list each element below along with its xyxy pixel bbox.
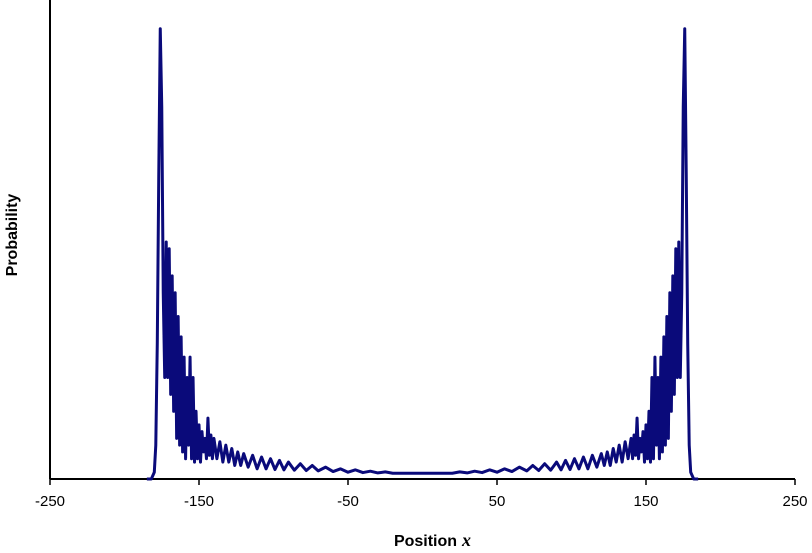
- x-axis-title-text: Position: [394, 533, 457, 550]
- x-ticks: [49, 479, 796, 485]
- x-tick-label: 250: [782, 493, 807, 510]
- x-axis-title: Position x: [394, 530, 471, 550]
- series-group: [146, 27, 699, 481]
- x-tick-label: 50: [489, 493, 506, 510]
- axes: [49, 0, 795, 480]
- x-tick-labels: -250 -150 -50 50 150 250: [35, 493, 808, 510]
- y-axis-title: Probability: [4, 194, 21, 277]
- x-tick-label: 150: [633, 493, 658, 510]
- x-axis-variable: x: [461, 530, 471, 550]
- x-tick-label: -50: [337, 493, 359, 510]
- series-line: [146, 27, 699, 481]
- x-tick-label: -250: [35, 493, 65, 510]
- x-tick-label: -150: [184, 493, 214, 510]
